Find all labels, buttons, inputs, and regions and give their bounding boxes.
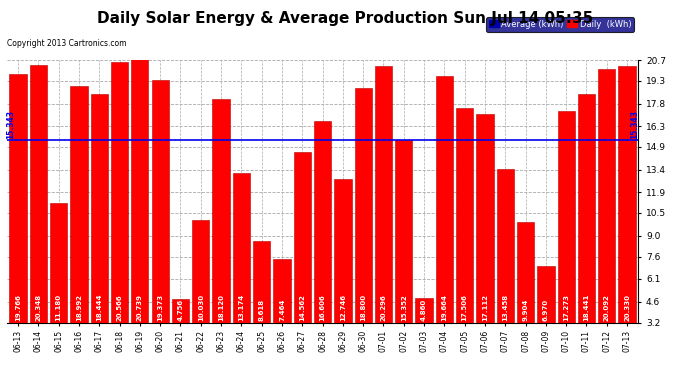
Text: 20.739: 20.739 xyxy=(137,294,143,321)
Bar xyxy=(213,99,230,322)
Bar xyxy=(253,241,270,322)
Text: 8.618: 8.618 xyxy=(259,299,265,321)
Text: 20.566: 20.566 xyxy=(117,295,123,321)
Bar xyxy=(375,66,392,322)
Text: 20.348: 20.348 xyxy=(35,294,41,321)
Text: 13.458: 13.458 xyxy=(502,294,509,321)
Bar xyxy=(172,299,189,322)
Bar xyxy=(476,114,493,322)
Text: Copyright 2013 Cartronics.com: Copyright 2013 Cartronics.com xyxy=(7,39,126,48)
Bar xyxy=(415,298,433,322)
Text: 17.273: 17.273 xyxy=(563,294,569,321)
Text: 20.296: 20.296 xyxy=(380,294,386,321)
Bar xyxy=(10,74,27,322)
Bar xyxy=(233,173,250,322)
Text: 17.112: 17.112 xyxy=(482,294,488,321)
Bar xyxy=(70,86,88,322)
Bar xyxy=(273,258,290,322)
Text: 19.373: 19.373 xyxy=(157,294,163,321)
Bar xyxy=(497,169,514,322)
Bar xyxy=(355,88,372,322)
Bar xyxy=(111,62,128,322)
Legend: Average (kWh), Daily  (kWh): Average (kWh), Daily (kWh) xyxy=(486,17,634,32)
Text: 10.030: 10.030 xyxy=(198,294,204,321)
Bar xyxy=(334,179,351,322)
Text: 16.606: 16.606 xyxy=(319,294,326,321)
Text: 18.800: 18.800 xyxy=(360,294,366,321)
Bar xyxy=(395,140,413,322)
Bar xyxy=(192,220,209,322)
Text: 19.766: 19.766 xyxy=(15,294,21,321)
Text: 13.174: 13.174 xyxy=(238,294,244,321)
Bar xyxy=(517,222,534,322)
Text: 15.352: 15.352 xyxy=(401,294,407,321)
Bar xyxy=(90,94,108,322)
Bar xyxy=(578,94,595,322)
Text: 18.444: 18.444 xyxy=(97,294,102,321)
Text: 15.343: 15.343 xyxy=(630,110,639,138)
Text: 14.562: 14.562 xyxy=(299,294,305,321)
Text: 7.464: 7.464 xyxy=(279,299,285,321)
Bar xyxy=(152,80,169,322)
Text: Daily Solar Energy & Average Production Sun Jul 14 05:35: Daily Solar Energy & Average Production … xyxy=(97,11,593,26)
Text: 11.180: 11.180 xyxy=(56,294,61,321)
Bar xyxy=(436,75,453,322)
Text: 4.756: 4.756 xyxy=(177,299,184,321)
Bar xyxy=(456,108,473,322)
Bar xyxy=(558,111,575,322)
Bar xyxy=(30,65,47,322)
Bar xyxy=(618,66,635,322)
Text: 18.992: 18.992 xyxy=(76,294,82,321)
Text: 9.904: 9.904 xyxy=(522,299,529,321)
Bar xyxy=(538,266,555,322)
Bar xyxy=(314,122,331,322)
Bar xyxy=(294,152,311,322)
Text: 4.860: 4.860 xyxy=(421,299,427,321)
Text: 12.746: 12.746 xyxy=(340,294,346,321)
Text: 20.330: 20.330 xyxy=(624,294,630,321)
Text: 18.120: 18.120 xyxy=(218,294,224,321)
Bar xyxy=(598,69,615,322)
Text: 19.664: 19.664 xyxy=(442,294,447,321)
Bar xyxy=(131,59,148,322)
Bar xyxy=(50,203,68,322)
Text: 15.343: 15.343 xyxy=(6,110,15,138)
Text: 6.970: 6.970 xyxy=(543,299,549,321)
Text: 17.506: 17.506 xyxy=(462,294,468,321)
Text: 18.441: 18.441 xyxy=(584,294,589,321)
Text: 20.092: 20.092 xyxy=(604,294,610,321)
